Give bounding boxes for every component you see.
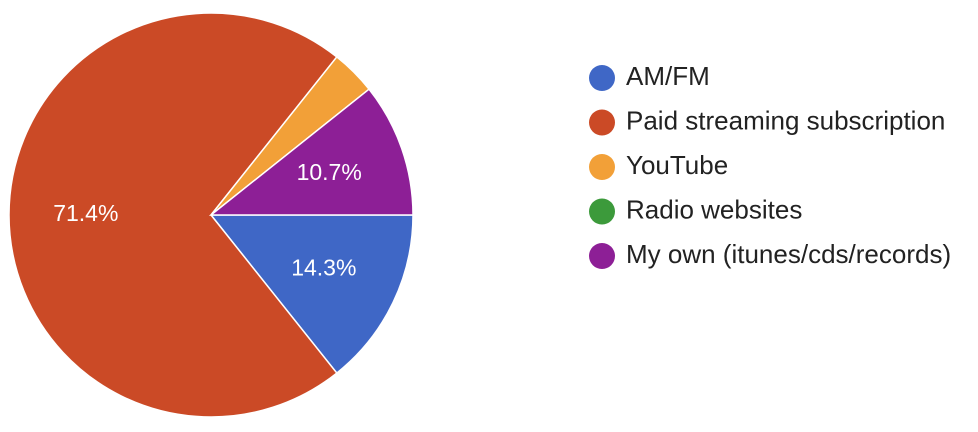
legend-label: Paid streaming subscription [626, 105, 945, 135]
legend-label: YouTube [626, 150, 728, 180]
slice-percent-label: 71.4% [53, 200, 118, 226]
legend-label: AM/FM [626, 61, 710, 91]
legend-swatch [589, 109, 615, 136]
legend-swatch [589, 198, 615, 225]
pie-slice-my-own-itunes-cds-records [208, 88, 414, 216]
legend-label: Radio websites [626, 194, 802, 224]
legend-swatch [589, 65, 615, 91]
legend-item: YouTube [589, 150, 728, 180]
slice-percent-label: 10.7% [297, 159, 362, 185]
chart-legend: AM/FM Paid streaming subscription YouTube R… [589, 61, 951, 269]
legend-item: Radio websites [589, 194, 802, 225]
legend-item: My own (itunes/cds/records) [589, 239, 951, 269]
legend-swatch [589, 154, 615, 180]
pie-slice-paid-streaming-subscription [8, 12, 338, 418]
legend-swatch [589, 243, 615, 269]
legend-item: Paid streaming subscription [589, 105, 945, 136]
slice-percent-label: 14.3% [291, 254, 356, 280]
legend-item: AM/FM [589, 61, 710, 91]
pie-slice-labels: 14.3% 71.4% 10.7% [53, 159, 362, 281]
pie-slice-am-fm [209, 214, 414, 375]
pie-slices [8, 12, 414, 418]
legend-label: My own (itunes/cds/records) [626, 239, 951, 269]
